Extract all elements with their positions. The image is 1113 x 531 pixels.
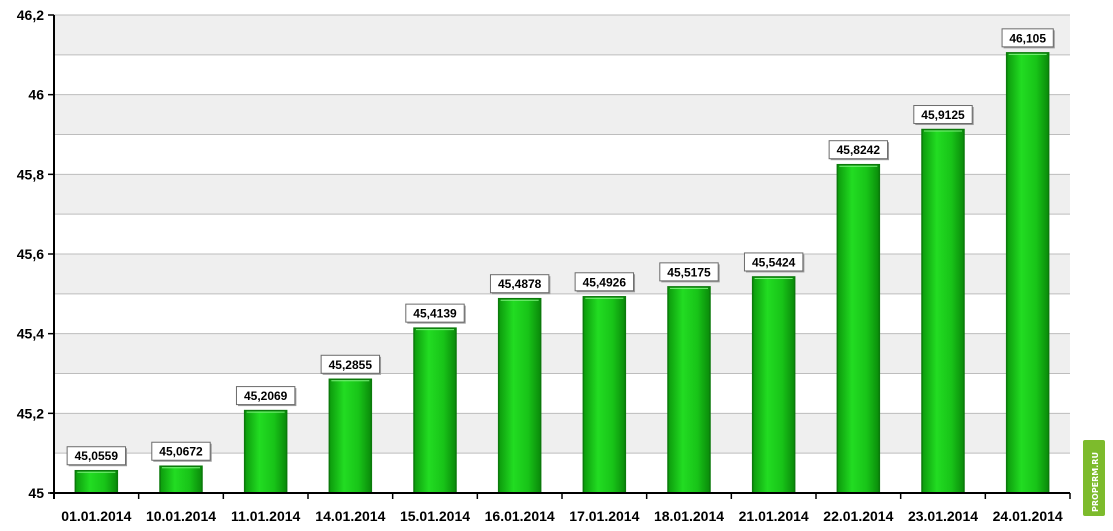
x-tick-label: 23.01.2014 <box>908 508 978 524</box>
x-tick-label: 01.01.2014 <box>61 508 131 524</box>
data-label-box <box>405 303 465 323</box>
y-tick-label: 45,8 <box>17 166 44 182</box>
plot-band <box>54 214 1070 254</box>
bar <box>497 297 542 494</box>
x-tick-label: 21.01.2014 <box>739 508 809 524</box>
y-tick-label: 45,2 <box>17 405 44 421</box>
gridlines <box>54 14 1070 454</box>
data-label-box <box>66 446 127 466</box>
data-label-box <box>828 140 889 160</box>
plot-background <box>54 15 1070 493</box>
data-label-text: 45,2069 <box>244 389 288 403</box>
data-label: 45,2855 <box>320 354 382 375</box>
data-label-text: 45,0672 <box>159 445 203 459</box>
data-label: 45,9125 <box>913 105 974 126</box>
bar <box>74 469 119 494</box>
bar <box>413 327 457 494</box>
plot-band <box>54 54 1070 95</box>
x-tick-label: 15.01.2014 <box>400 508 470 524</box>
data-label-text: 45,4926 <box>583 275 627 289</box>
data-label: 45,4139 <box>405 303 466 324</box>
plot-band <box>54 254 1070 294</box>
axes <box>50 15 1071 499</box>
data-label: 45,2069 <box>235 386 297 407</box>
y-tick-label: 45,4 <box>17 326 44 342</box>
bar <box>751 276 796 494</box>
y-axis-ticks: 45 45,2 45,4 45,6 45,8 46 46,2 <box>17 7 54 501</box>
data-label-text: 45,9125 <box>921 108 965 122</box>
data-label-text: 45,8242 <box>837 143 881 157</box>
y-tick-label: 45 <box>28 485 44 501</box>
bar <box>243 409 288 494</box>
bar <box>667 286 711 494</box>
data-label-text: 45,4878 <box>498 277 542 291</box>
bars <box>74 52 1050 494</box>
bar <box>1005 52 1050 494</box>
data-label: 46,105 <box>1001 28 1055 49</box>
y-tick-label: 46,2 <box>17 7 44 23</box>
x-axis-ticks: 01.01.2014 10.01.2014 11.01.2014 14.01.2014… <box>61 508 1063 524</box>
data-label-text: 45,2855 <box>329 358 373 372</box>
data-label: 45,0672 <box>151 441 212 462</box>
data-labels: 45,0559 45,0672 45,2069 45,2855 45,4139 45,48… <box>66 28 1055 467</box>
plot-band <box>54 453 1070 493</box>
data-label-box <box>913 105 973 125</box>
bar <box>159 465 203 494</box>
properm-logo: PROPERM.RU <box>1083 440 1105 516</box>
data-label-text: 45,4139 <box>413 307 457 321</box>
x-tick-label: 16.01.2014 <box>485 508 555 524</box>
data-label-box <box>743 252 804 272</box>
plot-band <box>54 293 1070 334</box>
plot-band <box>54 94 1070 135</box>
plot-band <box>54 174 1070 215</box>
y-tick-label: 45,6 <box>17 246 44 262</box>
data-label-text: 45,5424 <box>752 255 796 269</box>
x-tick-label: 14.01.2014 <box>315 508 385 524</box>
x-tick-label: 24.01.2014 <box>993 508 1063 524</box>
data-label: 45,4878 <box>489 274 551 295</box>
plot-band <box>54 373 1070 414</box>
y-tick-label: 46 <box>28 87 44 103</box>
data-label: 45,5424 <box>743 252 805 273</box>
data-label-box <box>151 441 211 461</box>
plot-band <box>54 134 1070 175</box>
data-label-box <box>574 272 635 292</box>
data-label: 45,5175 <box>659 262 720 283</box>
data-label-box <box>659 262 719 282</box>
x-tick-label: 10.01.2014 <box>146 508 216 524</box>
data-label: 45,4926 <box>574 272 636 293</box>
x-tick-label: 11.01.2014 <box>231 508 301 524</box>
x-tick-label: 17.01.2014 <box>569 508 639 524</box>
data-label-box <box>489 274 550 294</box>
data-label-box <box>1001 28 1054 48</box>
bar <box>836 163 881 494</box>
data-label: 45,8242 <box>828 140 890 161</box>
bar <box>582 296 627 494</box>
plot-band <box>54 413 1070 454</box>
plot-band <box>54 333 1070 374</box>
data-label-text: 45,0559 <box>75 449 119 463</box>
watermark-text: PROPERM.RU <box>1091 452 1100 512</box>
x-tick-label: 22.01.2014 <box>823 508 893 524</box>
bar <box>921 128 965 494</box>
data-label-text: 46,105 <box>1009 31 1046 45</box>
data-label-box <box>235 386 296 406</box>
data-label-box <box>320 354 381 374</box>
x-tick-label: 18.01.2014 <box>654 508 724 524</box>
plot-band <box>54 15 1070 55</box>
data-label: 45,0559 <box>66 446 128 467</box>
data-label-text: 45,5175 <box>667 265 711 279</box>
bar <box>328 378 373 494</box>
